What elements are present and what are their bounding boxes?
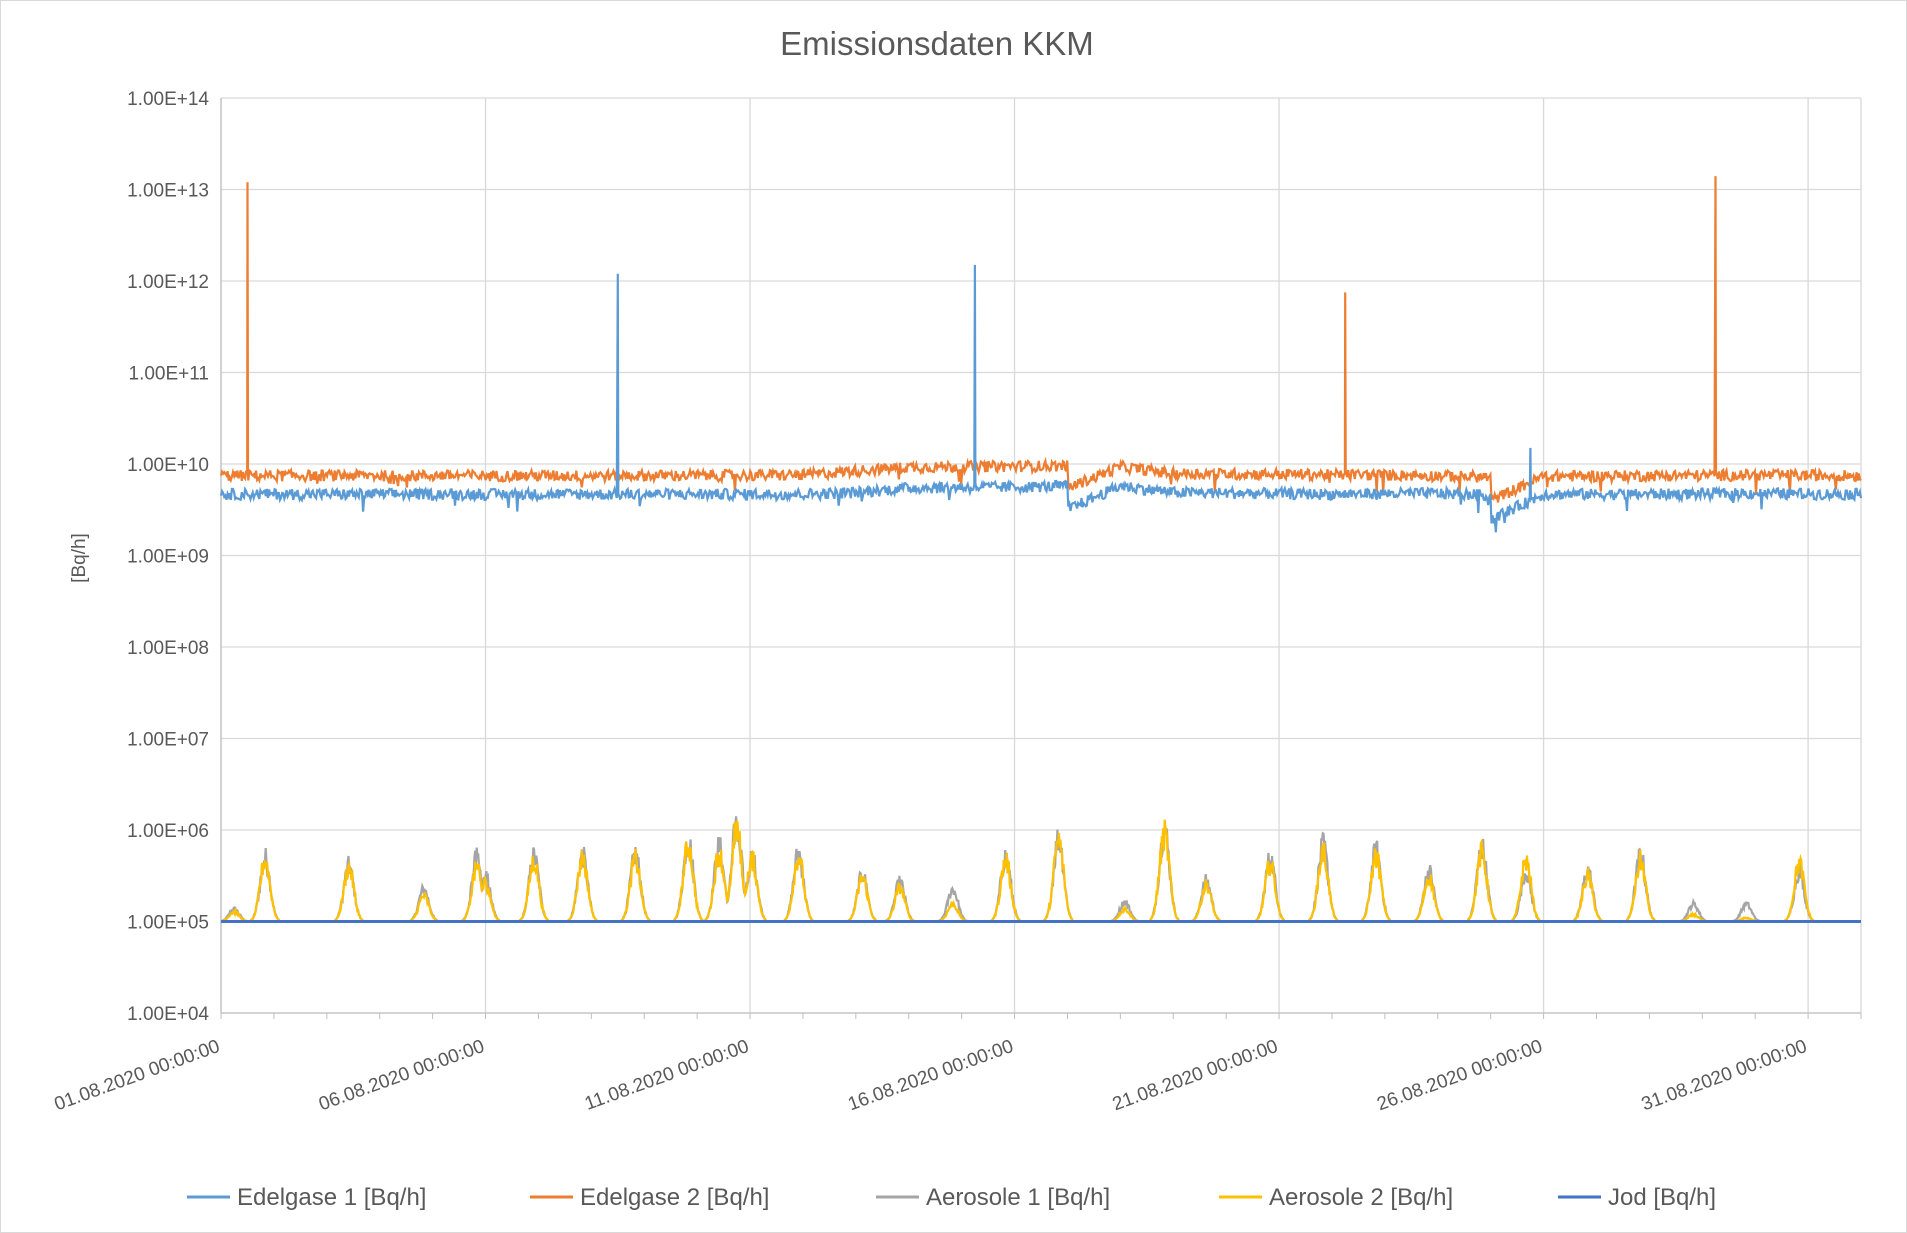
x-axis-ticks: 01.08.2020 00:00:00 06.08.2020 00:00:00 11… [52,1036,1810,1115]
legend-label-1: Edelgase 2 [Bq/h] [580,1184,769,1211]
series-line-0 [219,264,1863,533]
y-tick-label: 1.00E+06 [127,821,209,842]
y-tick-label: 1.00E+07 [127,730,209,751]
x-tick-label: 11.08.2020 00:00:00 [582,1036,752,1115]
legend: Edelgase 1 [Bq/h] Edelgase 2 [Bq/h] Aeroso… [187,1184,1716,1211]
y-tick-label: 1.00E+08 [127,638,209,659]
y-tick-label: 1.00E+12 [127,272,209,293]
legend-label-2: Aerosole 1 [Bq/h] [926,1184,1110,1211]
series-line-3 [220,819,1861,923]
chart-title: Emissionsdaten KKM [780,25,1094,62]
y-tick-label: 1.00E+10 [127,455,209,476]
x-tick-label: 31.08.2020 00:00:00 [1639,1036,1810,1115]
x-tick-label: 21.08.2020 00:00:00 [1110,1036,1281,1115]
x-tick-label: 26.08.2020 00:00:00 [1374,1036,1545,1115]
y-axis-label: [Bq/h] [69,533,90,583]
axes [220,98,1862,1019]
y-tick-label: 1.00E+14 [127,89,209,110]
y-tick-label: 1.00E+09 [127,547,209,568]
x-tick-label: 06.08.2020 00:00:00 [316,1036,487,1115]
y-tick-label: 1.00E+13 [127,181,209,202]
gridlines [220,97,1862,1014]
series-line-2 [220,816,1861,923]
y-tick-label: 1.00E+11 [129,364,209,385]
y-tick-label: 1.00E+05 [127,913,209,934]
x-tick-label: 16.08.2020 00:00:00 [845,1036,1016,1115]
x-tick-label: 01.08.2020 00:00:00 [52,1036,223,1115]
series-line-1 [219,176,1862,503]
plot-area [219,176,1863,923]
legend-label-4: Jod [Bq/h] [1608,1184,1716,1211]
y-tick-label: 1.00E+04 [127,1004,209,1025]
legend-label-3: Aerosole 2 [Bq/h] [1269,1184,1453,1211]
legend-label-0: Edelgase 1 [Bq/h] [237,1184,426,1211]
y-axis-ticks: 1.00E+04 1.00E+05 1.00E+06 1.00E+07 1.00E+08… [127,89,209,1025]
